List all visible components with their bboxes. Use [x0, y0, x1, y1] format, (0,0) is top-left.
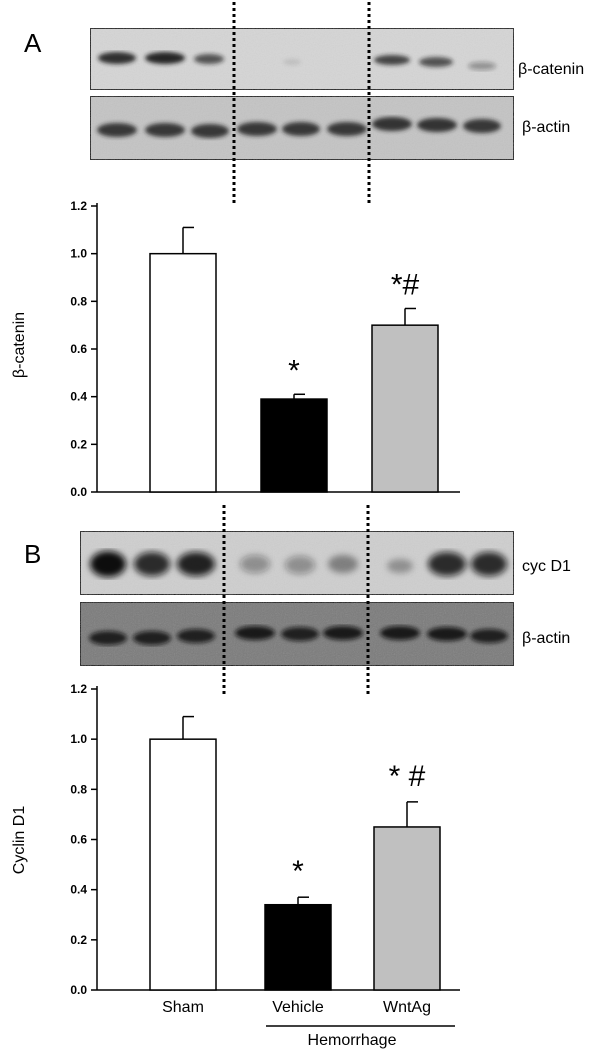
- y-axis-label: Cyclin D1: [11, 806, 28, 875]
- hemorrhage-label: Hemorrhage: [308, 1032, 397, 1049]
- panel-letter-a: A: [24, 28, 42, 58]
- category-label: WntAg: [383, 999, 431, 1016]
- blot-b-actin: [79, 601, 515, 667]
- y-tick-label: 0.0: [70, 983, 87, 997]
- y-tick-label: 1.2: [70, 682, 87, 696]
- bar-vehicle: [264, 903, 332, 991]
- bar-sham: [149, 738, 217, 991]
- chart-a: 0.0 0.2 0.4 0.6 0.8 1.0 1.2 β-catenin * *#: [11, 199, 460, 499]
- y-tick-label: 0.2: [70, 933, 87, 947]
- bar-wntag: [371, 324, 439, 493]
- bar-sham: [149, 252, 217, 493]
- y-tick-label: 0.4: [70, 883, 87, 897]
- blot-label-actin-b: β-actin: [522, 630, 570, 647]
- bar-vehicle: [260, 398, 328, 493]
- blot-a-catenin: [89, 27, 515, 91]
- blot-b-cyclin: [79, 530, 515, 596]
- significance-annotation: *: [292, 855, 304, 888]
- y-tick-label: 0.8: [70, 782, 87, 796]
- y-tick-label: 1.0: [70, 732, 87, 746]
- blot-a-actin: [89, 95, 515, 161]
- y-tick-label: 0.0: [70, 485, 87, 499]
- y-tick-label: 0.6: [70, 342, 87, 356]
- blot-label-cyclin: cyc D1: [522, 558, 571, 575]
- y-axis-label: β-catenin: [11, 312, 28, 378]
- significance-annotation: *#: [391, 268, 420, 301]
- category-label: Vehicle: [272, 999, 324, 1016]
- y-tick-label: 0.4: [70, 390, 87, 404]
- y-tick-label: 0.2: [70, 437, 87, 451]
- category-label: Sham: [162, 999, 204, 1016]
- y-tick-label: 1.0: [70, 247, 87, 261]
- blot-label-catenin: β-catenin: [518, 61, 584, 78]
- y-tick-label: 0.6: [70, 833, 87, 847]
- y-tick-label: 1.2: [70, 199, 87, 213]
- bar-wntag: [373, 826, 441, 991]
- significance-annotation: * #: [389, 760, 426, 793]
- chart-b: 0.0 0.2 0.4 0.6 0.8 1.0 1.2 Cyclin D1 Sham * Vehic…: [11, 682, 460, 1016]
- blot-label-actin-a: β-actin: [522, 119, 570, 136]
- y-tick-label: 0.8: [70, 294, 87, 308]
- significance-annotation: *: [288, 354, 300, 387]
- panel-letter-b: B: [24, 539, 41, 569]
